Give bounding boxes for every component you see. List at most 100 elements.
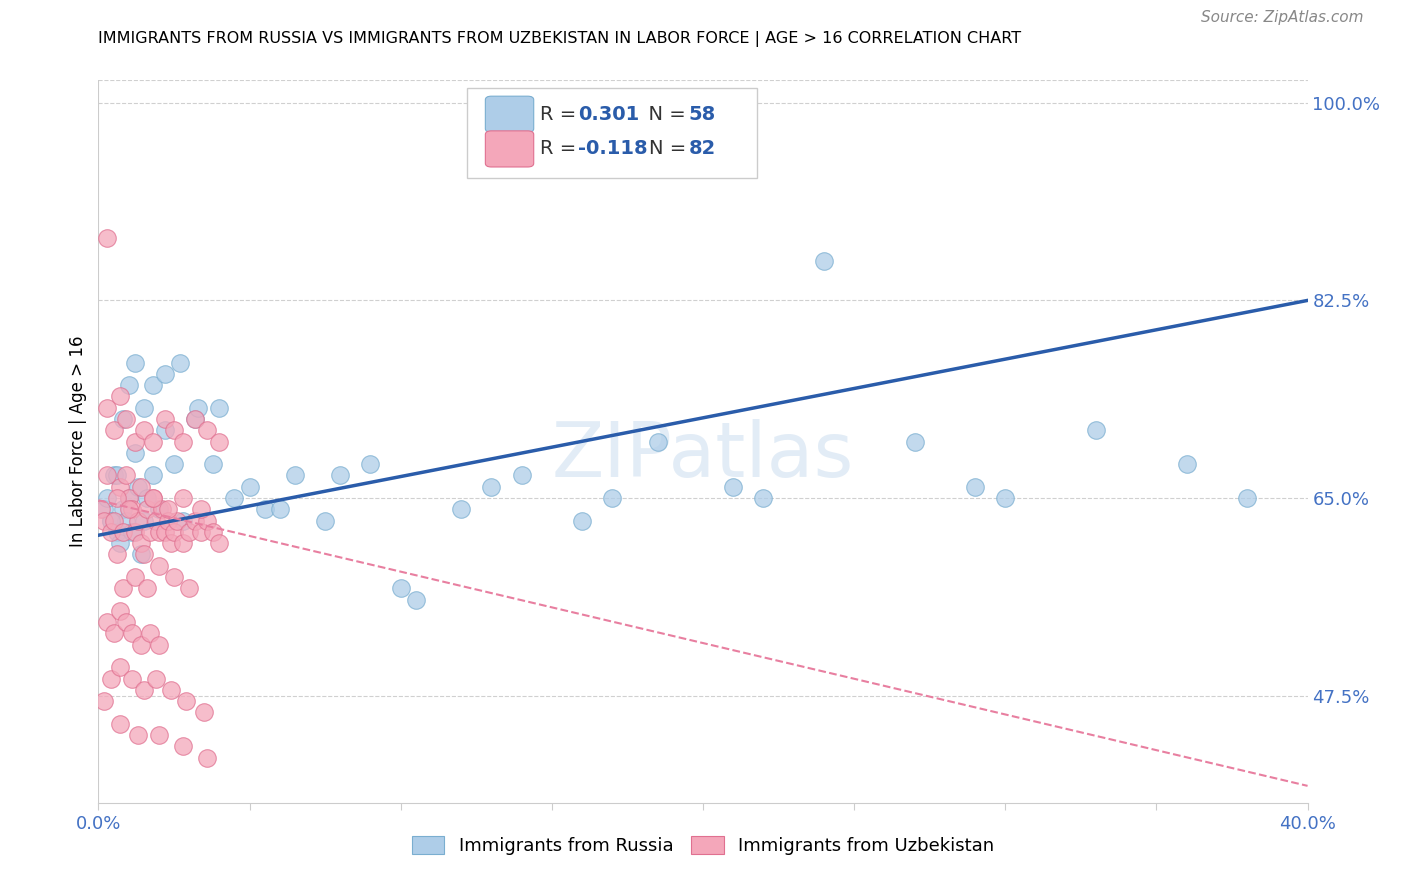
Text: 0.301: 0.301	[578, 104, 640, 124]
Point	[329, 468, 352, 483]
Point	[163, 524, 186, 539]
Point	[184, 412, 207, 426]
Point	[153, 412, 176, 426]
Point	[172, 491, 194, 505]
Y-axis label: In Labor Force | Age > 16: In Labor Force | Age > 16	[69, 335, 87, 548]
Point	[103, 468, 125, 483]
Point	[156, 502, 179, 516]
Point	[108, 604, 131, 618]
Point	[195, 750, 218, 764]
Point	[195, 423, 218, 437]
Point	[166, 514, 188, 528]
Point	[93, 514, 115, 528]
Point	[124, 446, 146, 460]
Point	[90, 502, 112, 516]
Point	[108, 536, 131, 550]
Text: 82: 82	[689, 139, 716, 159]
Point	[208, 401, 231, 415]
Point	[174, 694, 197, 708]
Point	[153, 423, 176, 437]
Point	[163, 423, 186, 437]
Point	[224, 491, 246, 505]
FancyBboxPatch shape	[485, 96, 534, 132]
Point	[1236, 491, 1258, 505]
Point	[114, 412, 136, 426]
Point	[156, 514, 179, 528]
Point	[571, 514, 593, 528]
Point	[405, 592, 427, 607]
Point	[510, 468, 533, 483]
Point	[105, 524, 128, 539]
Point	[105, 548, 128, 562]
Point	[239, 480, 262, 494]
Point	[314, 514, 336, 528]
Point	[105, 468, 128, 483]
Point	[723, 480, 745, 494]
Point	[184, 412, 207, 426]
Text: -0.118: -0.118	[578, 139, 648, 159]
Point	[114, 615, 136, 629]
Point	[360, 457, 382, 471]
Point	[163, 457, 186, 471]
Point	[96, 401, 118, 415]
Point	[100, 514, 122, 528]
Point	[148, 558, 170, 573]
Text: ZIPatlas: ZIPatlas	[551, 419, 855, 493]
Point	[190, 502, 212, 516]
Text: R =: R =	[540, 139, 582, 159]
Point	[114, 468, 136, 483]
Point	[202, 457, 225, 471]
Point	[129, 536, 152, 550]
Point	[160, 682, 183, 697]
Point	[145, 514, 167, 528]
Point	[193, 706, 215, 720]
Point	[111, 582, 134, 596]
Point	[1175, 457, 1198, 471]
Point	[108, 716, 131, 731]
Point	[142, 378, 165, 392]
Point	[142, 491, 165, 505]
Point	[160, 536, 183, 550]
Point	[148, 502, 170, 516]
Point	[121, 626, 143, 640]
Point	[813, 253, 835, 268]
Point	[132, 548, 155, 562]
Point	[100, 524, 122, 539]
Point	[114, 514, 136, 528]
Point	[132, 423, 155, 437]
Text: 58: 58	[689, 104, 716, 124]
FancyBboxPatch shape	[467, 87, 758, 178]
Point	[127, 480, 149, 494]
Text: N =: N =	[637, 104, 693, 124]
Point	[153, 367, 176, 381]
Point	[93, 502, 115, 516]
Point	[135, 502, 157, 516]
Point	[124, 524, 146, 539]
Point	[179, 582, 201, 596]
Point	[202, 524, 225, 539]
Point	[129, 638, 152, 652]
Point	[96, 491, 118, 505]
Point	[111, 524, 134, 539]
Point	[208, 536, 231, 550]
Point	[253, 502, 276, 516]
Point	[108, 660, 131, 674]
Point	[124, 434, 146, 449]
Point	[127, 728, 149, 742]
Point	[208, 434, 231, 449]
Point	[269, 502, 291, 516]
Text: R =: R =	[540, 104, 582, 124]
Point	[96, 231, 118, 245]
Point	[142, 468, 165, 483]
Point	[103, 626, 125, 640]
Point	[142, 434, 165, 449]
Point	[190, 524, 212, 539]
Point	[111, 412, 134, 426]
Point	[96, 615, 118, 629]
Point	[148, 638, 170, 652]
Point	[139, 524, 162, 539]
Point	[184, 514, 207, 528]
Point	[121, 524, 143, 539]
Point	[124, 570, 146, 584]
Point	[450, 502, 472, 516]
